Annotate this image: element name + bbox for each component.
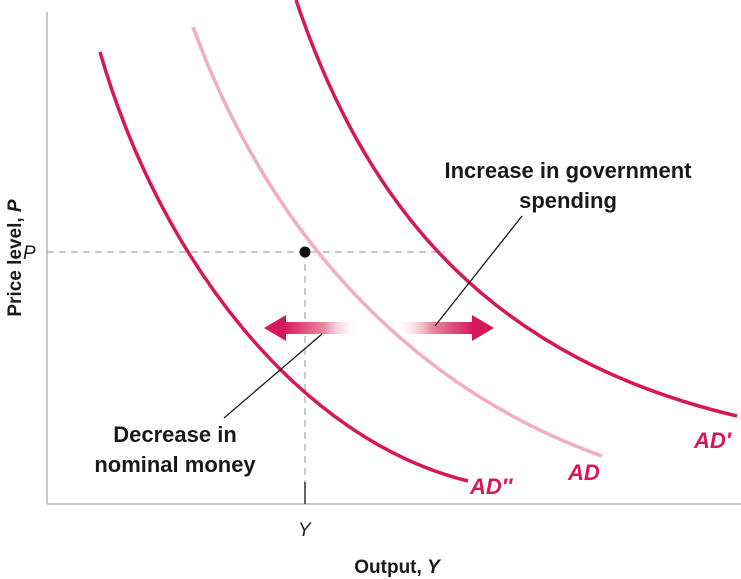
decrease-leader-line	[223, 333, 323, 419]
shift-left-arrow	[264, 315, 356, 341]
ad-curve	[191, 26, 603, 458]
ad-double-prime-label: AD″	[469, 474, 514, 499]
y-axis-label: Price level, P	[5, 199, 26, 317]
x-axis-label: Output, Y	[354, 557, 442, 578]
equilibrium-point	[299, 246, 311, 258]
increase-annotation-line2: spending	[519, 188, 617, 213]
price-tick-label: P	[23, 243, 36, 264]
decrease-annotation-line2: nominal money	[94, 452, 256, 477]
ad-label: AD	[567, 460, 600, 485]
increase-annotation-line1: Increase in government	[445, 158, 693, 183]
ad-prime-label: AD′	[693, 428, 733, 453]
ad-prime-curve	[294, 0, 738, 418]
output-tick-label: Y	[298, 520, 312, 541]
shift-right-arrow	[398, 315, 494, 341]
decrease-annotation-line1: Decrease in	[113, 422, 237, 447]
increase-leader-line	[434, 215, 523, 327]
ad-double-prime-curve	[98, 51, 469, 483]
